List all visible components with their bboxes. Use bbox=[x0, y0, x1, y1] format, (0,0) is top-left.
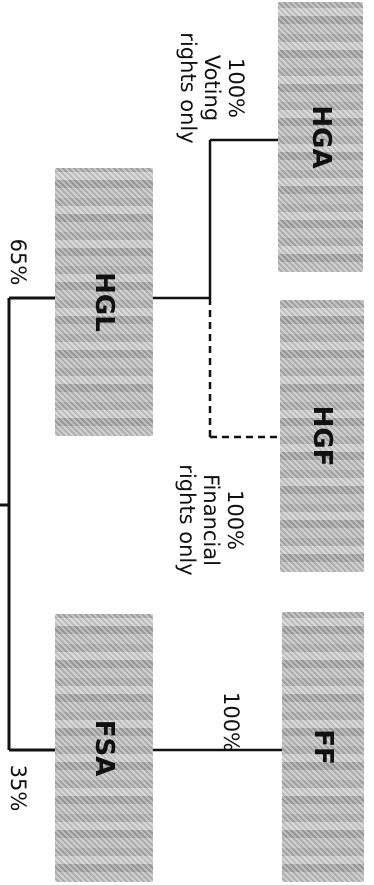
hgl-box: HGL bbox=[55, 168, 153, 436]
hgf-ownership-text: 100% Financial rights only bbox=[175, 464, 247, 575]
hgl-share-label: 65% bbox=[6, 238, 30, 286]
hga-ownership-text: 100% Voting rights only bbox=[176, 32, 248, 143]
hgf-note-line-1: Financial bbox=[199, 474, 223, 566]
ff-pct-label: 100% bbox=[219, 691, 243, 753]
fsa-label: FSA bbox=[89, 719, 119, 777]
ff-box: FF bbox=[282, 612, 364, 882]
hga-note-line-2: rights only bbox=[176, 32, 200, 144]
fsa-box: FSA bbox=[55, 614, 153, 882]
hga-box: HGA bbox=[278, 2, 363, 272]
ff-label: FF bbox=[308, 729, 338, 765]
hgf-note-line-2: rights only bbox=[175, 464, 199, 576]
hga-pct: 100% bbox=[224, 57, 248, 119]
fsa-share-label: 35% bbox=[6, 764, 30, 812]
hgf-box: HGF bbox=[280, 300, 364, 572]
hga-label: HGA bbox=[305, 105, 336, 169]
hga-note-line-1: Voting bbox=[200, 54, 224, 122]
hgl-label: HGL bbox=[89, 272, 119, 332]
hgf-label: HGF bbox=[307, 405, 337, 467]
hgf-pct: 100% bbox=[223, 489, 247, 551]
